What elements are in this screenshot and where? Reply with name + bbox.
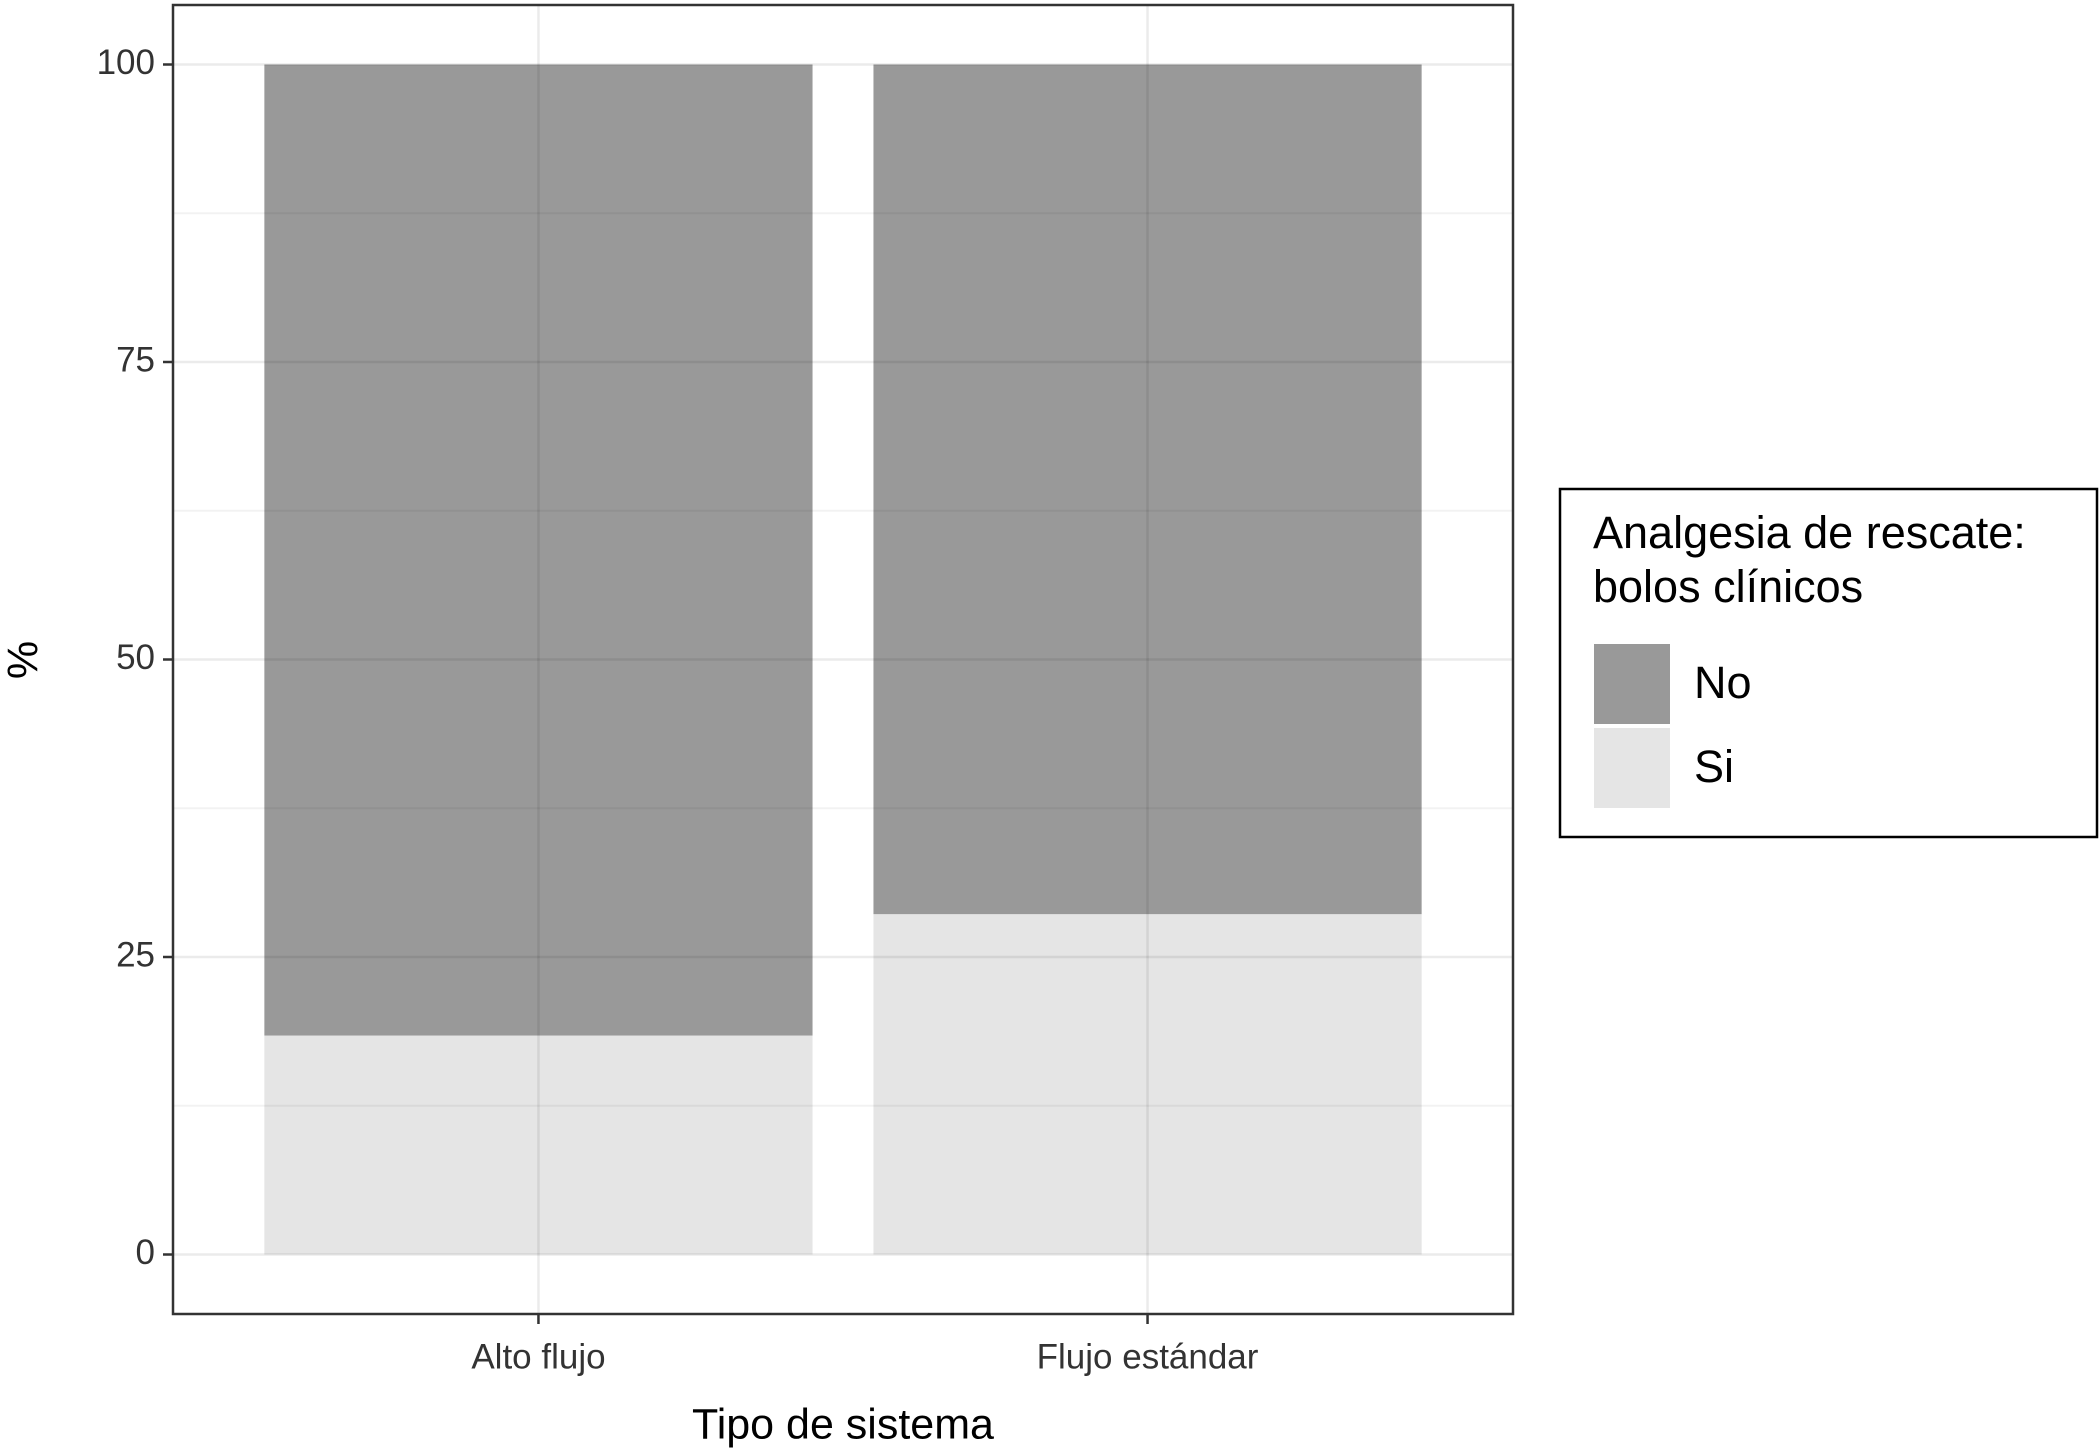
x-tick-label: Alto flujo <box>471 1337 605 1376</box>
legend-label: Si <box>1694 741 1734 792</box>
legend-key <box>1594 644 1670 724</box>
legend-title: Analgesia de rescate: <box>1593 507 2026 558</box>
legend-key <box>1594 728 1670 808</box>
y-tick-label: 50 <box>116 638 155 677</box>
x-tick-label: Flujo estándar <box>1037 1337 1259 1376</box>
y-tick-label: 100 <box>97 43 155 82</box>
plot-border <box>171 3 1515 1316</box>
legend-label: No <box>1694 657 1752 708</box>
bar-segment <box>873 64 1422 915</box>
y-tick-label: 25 <box>116 935 155 974</box>
x-axis-title: Tipo de sistema <box>692 1400 994 1448</box>
bar-segment <box>264 1035 813 1255</box>
y-tick-label: 0 <box>136 1233 155 1272</box>
y-tick-label: 75 <box>116 340 155 379</box>
bar-segment <box>873 914 1422 1255</box>
legend-title: bolos clínicos <box>1593 561 1863 612</box>
bar-segment <box>264 64 813 1036</box>
y-axis-title: % <box>0 641 47 679</box>
